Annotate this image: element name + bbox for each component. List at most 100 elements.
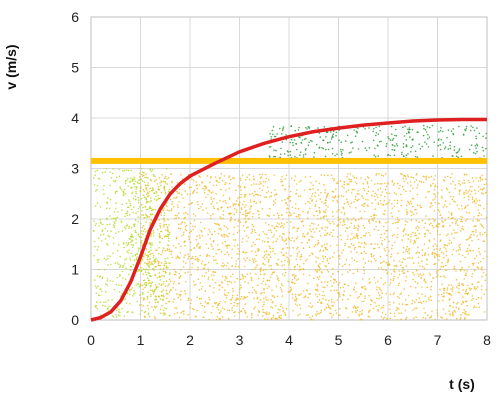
data-point <box>215 179 218 182</box>
data-point <box>400 204 403 207</box>
data-point <box>474 189 476 191</box>
data-point <box>369 309 371 312</box>
data-point <box>380 277 383 280</box>
data-point <box>322 290 324 293</box>
data-point <box>319 268 322 270</box>
data-point <box>416 187 418 189</box>
data-point <box>155 305 158 308</box>
data-point <box>139 216 142 219</box>
data-point <box>443 275 445 277</box>
data-point <box>338 263 341 265</box>
data-point <box>347 235 349 237</box>
data-point <box>425 177 428 179</box>
data-point <box>252 225 255 228</box>
data-point <box>124 182 127 185</box>
data-point <box>140 236 143 239</box>
data-point <box>193 219 196 222</box>
data-point <box>307 144 310 146</box>
data-point <box>155 249 157 251</box>
data-point <box>192 190 195 193</box>
data-point <box>141 284 144 287</box>
data-point <box>258 277 260 280</box>
data-point <box>465 300 468 303</box>
data-point <box>325 226 327 228</box>
data-point <box>248 173 251 176</box>
data-point <box>403 229 405 232</box>
data-point <box>244 210 247 213</box>
data-point <box>463 193 465 195</box>
data-point <box>481 174 483 177</box>
data-point <box>432 199 434 201</box>
data-point <box>226 247 228 249</box>
data-point <box>446 136 448 139</box>
data-point <box>184 290 186 292</box>
data-point <box>440 127 442 129</box>
data-point <box>124 192 127 195</box>
data-point <box>330 289 332 292</box>
data-point <box>192 229 194 231</box>
data-point <box>106 280 108 282</box>
data-point <box>241 273 243 276</box>
data-point <box>114 222 116 225</box>
data-point <box>132 236 134 238</box>
data-point <box>100 290 103 293</box>
data-point <box>245 216 247 218</box>
data-point <box>250 276 252 279</box>
data-point <box>355 226 357 229</box>
data-point <box>242 307 244 310</box>
data-point <box>290 138 293 141</box>
data-point <box>381 191 384 193</box>
data-point <box>471 295 474 297</box>
data-point <box>409 210 412 212</box>
data-point <box>208 229 210 231</box>
data-point <box>264 173 267 176</box>
data-point <box>203 305 206 308</box>
data-point <box>433 255 436 257</box>
data-point <box>441 197 443 199</box>
data-point <box>262 277 265 280</box>
data-point <box>483 271 485 274</box>
data-point <box>262 256 265 259</box>
data-point <box>353 227 356 230</box>
data-point <box>439 247 442 250</box>
data-point <box>377 188 380 191</box>
data-point <box>259 177 262 179</box>
data-point <box>341 273 344 276</box>
data-point <box>285 252 288 254</box>
data-point <box>292 141 294 144</box>
data-point <box>246 296 248 298</box>
data-point <box>306 212 309 215</box>
data-point <box>424 128 427 131</box>
data-point <box>267 214 270 217</box>
data-point <box>176 293 178 295</box>
data-point <box>158 233 161 235</box>
data-point <box>450 130 453 132</box>
data-point <box>161 295 163 297</box>
data-point <box>235 203 237 205</box>
data-point <box>316 243 319 246</box>
data-point <box>400 292 403 295</box>
data-point <box>151 189 153 192</box>
data-point <box>423 243 426 245</box>
data-point <box>234 281 236 284</box>
data-point <box>255 273 257 275</box>
data-point <box>457 284 459 286</box>
data-point <box>370 303 372 306</box>
data-point <box>352 306 355 309</box>
data-point <box>142 233 144 236</box>
data-point <box>269 247 272 249</box>
data-point <box>266 241 269 243</box>
data-point <box>483 155 485 157</box>
data-point <box>201 304 204 307</box>
data-point <box>274 199 277 201</box>
data-point <box>427 191 429 193</box>
data-point <box>202 316 205 319</box>
data-point <box>147 291 149 294</box>
data-point <box>188 238 190 241</box>
data-point <box>288 259 291 262</box>
data-point <box>277 277 280 279</box>
data-point <box>151 244 153 246</box>
data-point <box>300 255 303 258</box>
data-point <box>362 224 365 227</box>
data-point <box>246 176 248 178</box>
